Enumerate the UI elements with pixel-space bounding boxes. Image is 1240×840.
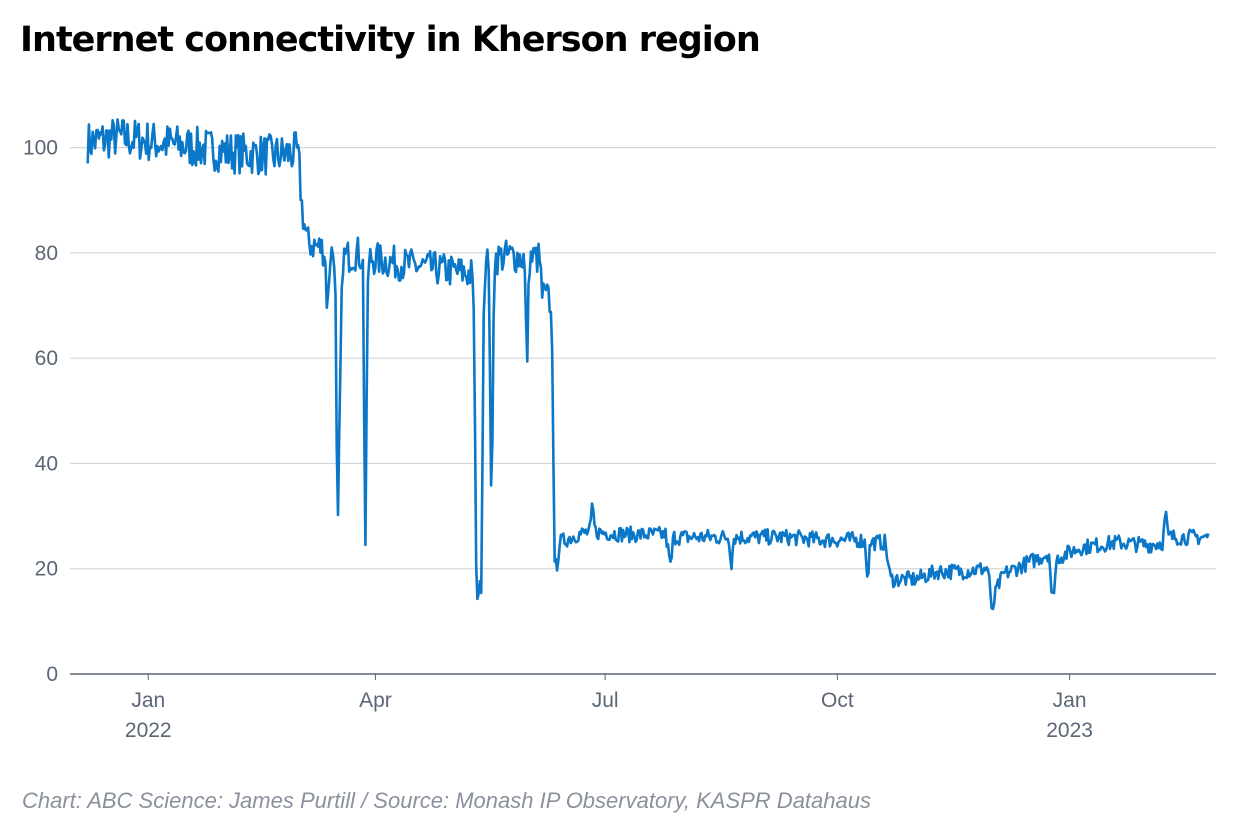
x-axis-ticks: Jan 2022 Apr Jul Oct Jan 2023 — [125, 674, 1093, 742]
y-tick-label: 20 — [35, 558, 58, 581]
y-axis-ticks: 0 20 40 60 80 100 — [23, 137, 58, 686]
line-chart: 0 20 40 60 80 100 Jan 2022 Apr Jul Oct Jan 2023 — [23, 118, 1216, 742]
source-note: Chart: ABC Science: James Purtill / Sour… — [22, 788, 871, 813]
series-line — [86, 118, 1210, 611]
y-tick-label: 40 — [35, 452, 58, 475]
x-tick-label: Jan — [1053, 689, 1087, 712]
chart-title: Internet connectivity in Kherson region — [20, 20, 761, 60]
x-tick-label: Jul — [592, 689, 619, 712]
x-tick-label: Apr — [359, 689, 392, 712]
series-layer — [86, 118, 1210, 611]
x-tick-label: Oct — [821, 689, 854, 712]
x-tick-year-label: 2022 — [125, 719, 172, 742]
y-tick-label: 60 — [35, 347, 58, 370]
y-tick-label: 100 — [23, 137, 58, 160]
grid-lines — [70, 147, 1216, 570]
x-tick-label: Jan — [131, 689, 165, 712]
y-tick-label: 80 — [35, 242, 58, 265]
y-tick-label: 0 — [46, 663, 58, 686]
x-tick-year-label: 2023 — [1046, 719, 1093, 742]
